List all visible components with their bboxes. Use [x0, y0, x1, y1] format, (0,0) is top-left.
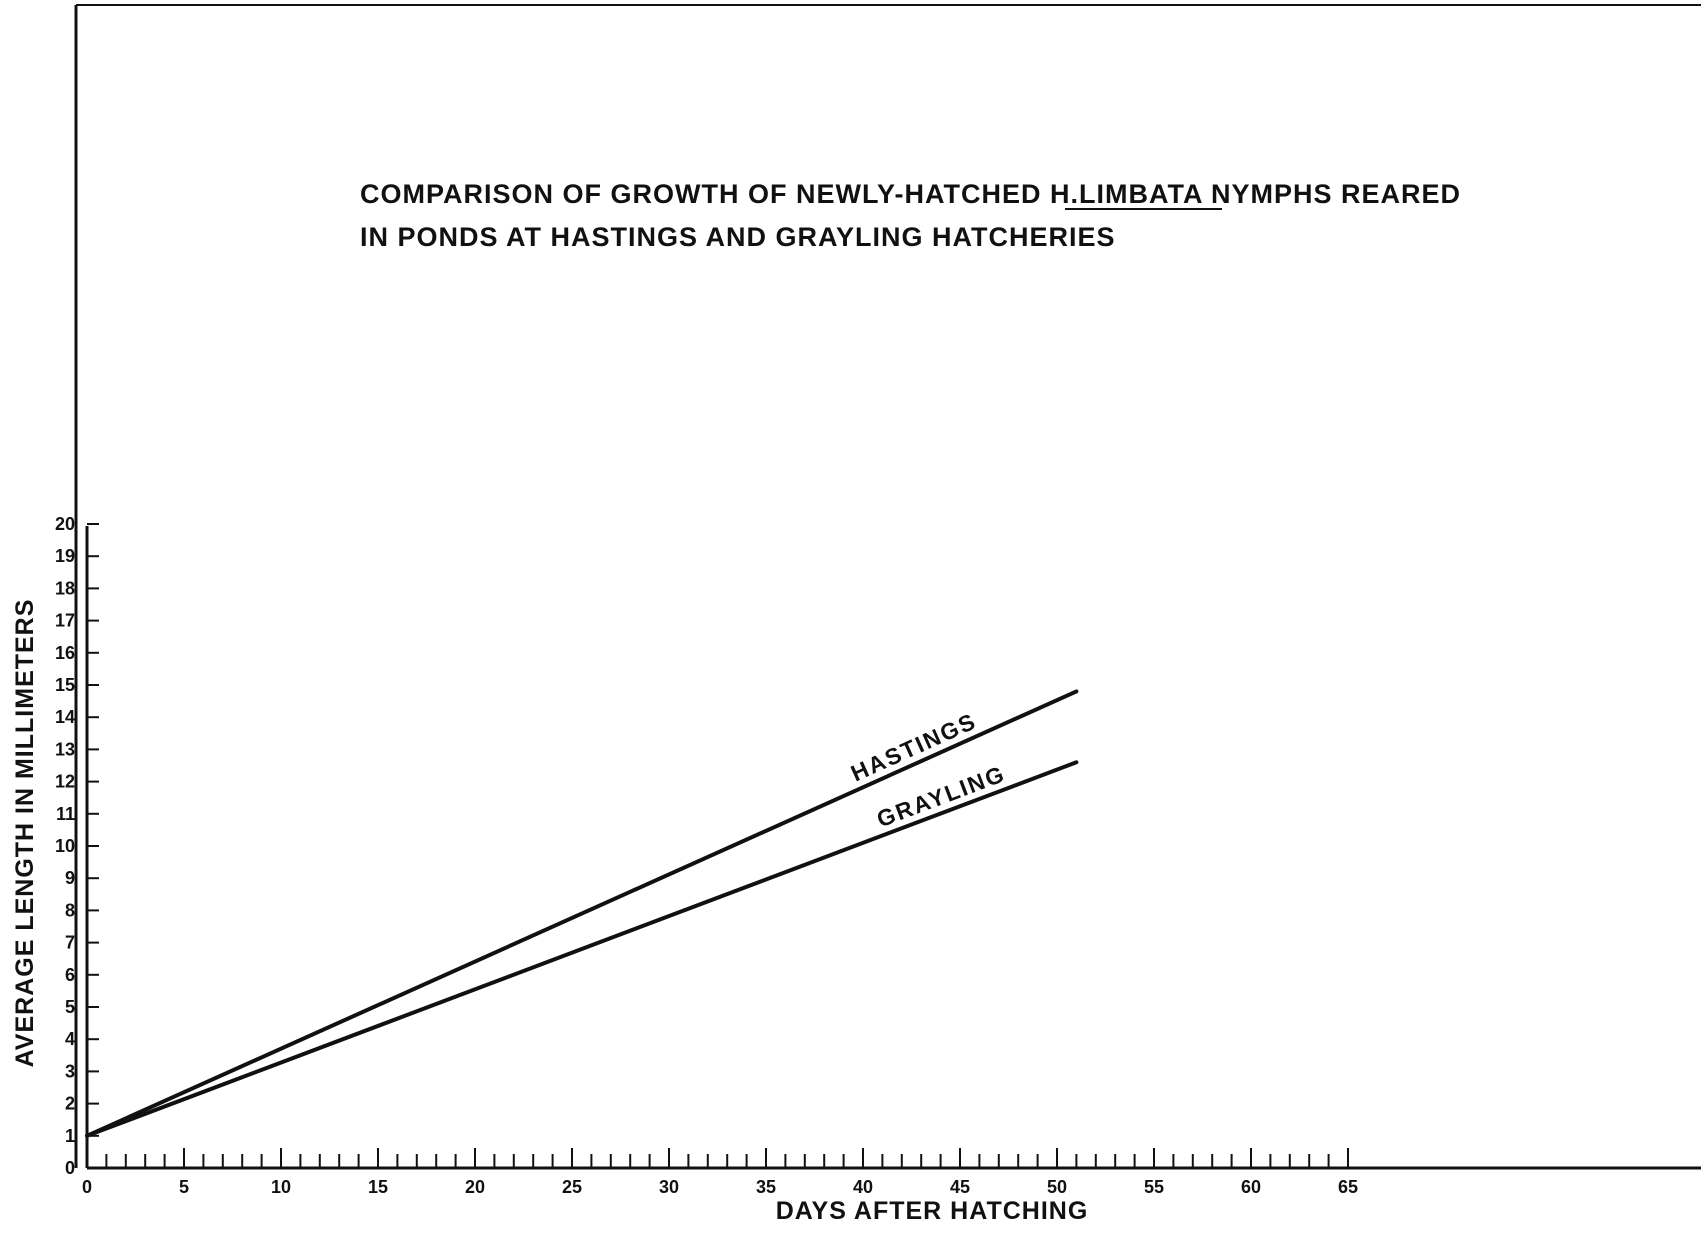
y-tick-label: 3: [65, 1061, 75, 1081]
y-tick-label: 14: [55, 707, 75, 727]
y-tick-label: 16: [55, 643, 75, 663]
y-tick-label: 1: [65, 1126, 75, 1146]
y-tick-label: 2: [65, 1094, 75, 1114]
y-tick-label: 4: [65, 1029, 75, 1049]
chart-title-line-2: IN PONDS AT HASTINGS AND GRAYLING HATCHE…: [360, 222, 1116, 252]
x-tick-label: 35: [756, 1177, 776, 1197]
y-tick-label: 6: [65, 965, 75, 985]
y-tick-label: 7: [65, 933, 75, 953]
y-tick-label: 19: [55, 546, 75, 566]
x-tick-label: 45: [950, 1177, 970, 1197]
x-tick-label: 55: [1144, 1177, 1164, 1197]
x-axis-ticks: 0 5 10 15 20 25 30 35 40 45 50 55 60 65: [82, 1148, 1358, 1197]
y-axis-label: AVERAGE LENGTH IN MILLIMETERS: [11, 599, 39, 1068]
x-tick-label: 15: [368, 1177, 388, 1197]
x-axis-label: DAYS AFTER HATCHING: [776, 1197, 1089, 1225]
y-tick-label: 15: [55, 675, 75, 695]
y-tick-label: 13: [55, 739, 75, 759]
y-tick-label: 18: [55, 578, 75, 598]
y-tick-label: 12: [55, 772, 75, 792]
x-tick-label: 30: [659, 1177, 679, 1197]
y-tick-label: 20: [55, 514, 75, 534]
x-tick-label: 20: [465, 1177, 485, 1197]
x-tick-label: 50: [1047, 1177, 1067, 1197]
y-tick-label: 8: [65, 900, 75, 920]
y-tick-label: 11: [56, 804, 75, 824]
y-tick-label: 17: [55, 611, 75, 631]
x-tick-label: 10: [271, 1177, 291, 1197]
x-tick-label: 0: [82, 1177, 92, 1197]
series-line-grayling: [85, 760, 1079, 1138]
x-tick-label: 5: [179, 1177, 189, 1197]
x-tick-label: 40: [853, 1177, 873, 1197]
x-tick-label: 60: [1241, 1177, 1261, 1197]
y-tick-label: 10: [55, 836, 75, 856]
x-tick-label: 25: [562, 1177, 582, 1197]
chart-title-line-1: COMPARISON OF GROWTH OF NEWLY-HATCHED H.…: [360, 179, 1461, 209]
x-tick-label: 65: [1338, 1177, 1358, 1197]
series-line-hastings: [85, 689, 1079, 1138]
y-tick-label: 5: [65, 997, 75, 1017]
y-tick-label: 0: [65, 1158, 75, 1178]
y-tick-label: 9: [65, 868, 75, 888]
